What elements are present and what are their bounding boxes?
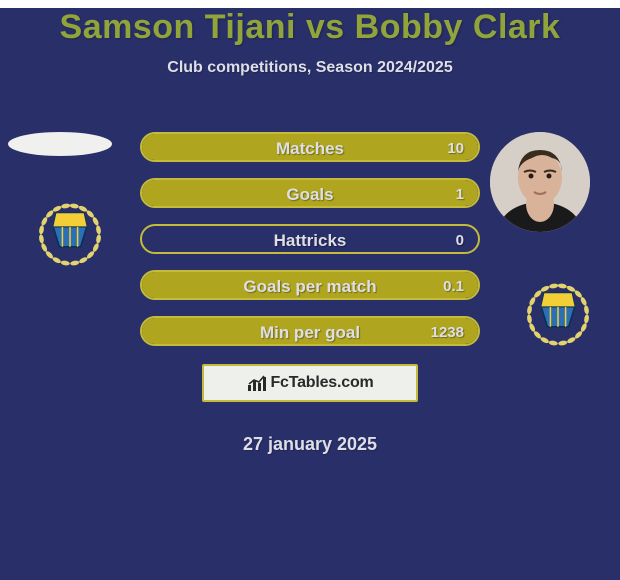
club-badge-icon [520,272,596,348]
stat-row: Min per goal1238 [140,316,480,346]
stat-row: Hattricks0 [140,224,480,254]
player1-club-badge [28,188,112,272]
player2-photo-icon [490,132,590,232]
stat-label: Goals per match [142,272,478,298]
club-badge-icon [32,192,108,268]
player1-name: Samson Tijani [60,8,296,46]
subtitle: Club competitions, Season 2024/2025 [0,59,620,77]
vs-text: vs [306,8,345,46]
stat-value-right: 0.1 [443,272,464,298]
player2-club-badge [516,268,600,352]
stat-rows: Matches10Goals1Hattricks0Goals per match… [140,132,480,362]
stat-value-right: 1 [456,180,464,206]
stat-label: Goals [142,180,478,206]
footer-date: 27 january 2025 [0,434,620,455]
stat-label: Matches [142,134,478,160]
brand-box[interactable]: FcTables.com [202,364,418,402]
player2-avatar [490,132,590,232]
stat-row: Goals per match0.1 [140,270,480,300]
stat-value-right: 1238 [431,318,464,344]
stat-label: Min per goal [142,318,478,344]
player1-avatar [8,132,112,156]
stat-row: Matches10 [140,132,480,162]
brand-text: FcTables.com [270,374,373,391]
stat-row: Goals1 [140,178,480,208]
stat-value-right: 0 [456,226,464,252]
page-title: Samson Tijani vs Bobby Clark [0,8,620,47]
stat-label: Hattricks [142,226,478,252]
stat-value-right: 10 [447,134,464,160]
brand-chart-icon [246,373,266,393]
player2-name: Bobby Clark [355,8,561,46]
